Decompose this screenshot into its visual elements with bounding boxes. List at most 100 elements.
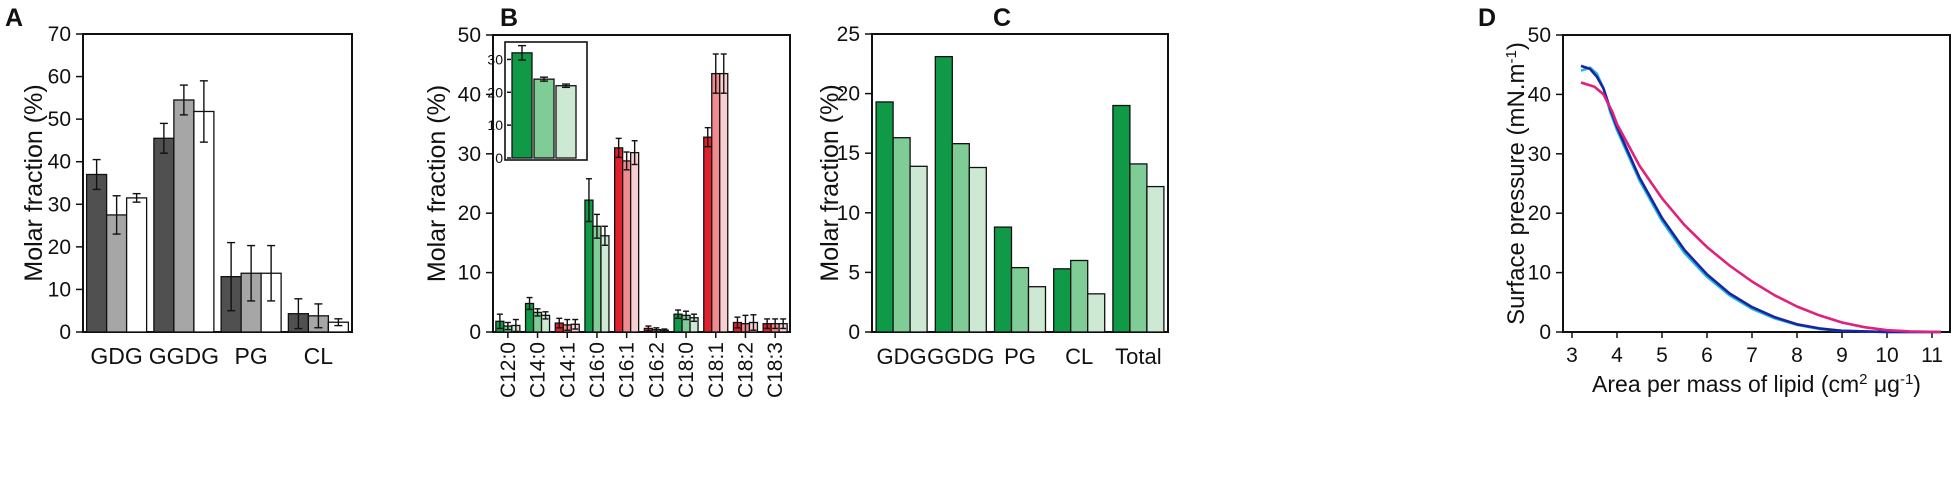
panel-d-ytick-label: 10 — [1528, 262, 1551, 285]
panel-label-c: C — [993, 4, 1011, 32]
panel-d-xtick-label: 7 — [1746, 344, 1758, 367]
panel-b-inset-ytick-label: 20 — [487, 84, 503, 100]
panel-a-bar — [125, 197, 148, 333]
panel-c-bar — [892, 137, 911, 333]
panel-b-ylabel: Molar fraction (%) — [423, 85, 451, 282]
panel-a-xtick-label: GGDG — [149, 343, 219, 369]
panel-c-bar — [993, 226, 1013, 333]
panel-a-xtick-label: CL — [304, 343, 334, 369]
panel-b-xtick-label: C18:3 — [764, 342, 787, 398]
panel-d-xtick-label: 6 — [1701, 344, 1713, 367]
panel-b-bar — [592, 225, 602, 333]
panel-c-chart: 0 5 10 15 20 25 Molar fraction (%) GDG GGDG PG CL T… — [816, 23, 1169, 369]
panel-a-bar — [193, 110, 215, 333]
panel-d-xtick-label: 4 — [1611, 344, 1623, 367]
panel-a-xtick-label: GDG — [90, 343, 142, 369]
panel-c-bar — [1146, 185, 1165, 333]
panel-d-ytick-label: 50 — [1528, 24, 1551, 47]
panel-c-bar — [1010, 266, 1030, 333]
panel-c-bar — [1129, 163, 1148, 333]
panel-d-xtick-label: 10 — [1875, 344, 1898, 367]
panel-c-xtick-label: GDG — [877, 344, 927, 369]
panel-c-bar — [1087, 293, 1106, 333]
panel-b-xtick-label: C14:0 — [527, 342, 550, 398]
panel-label-d: D — [1478, 4, 1496, 32]
panel-c-ytick-label: 5 — [848, 261, 860, 284]
panel-a-ytick-label: 70 — [48, 23, 71, 46]
panel-c-xtick-label: CL — [1065, 344, 1093, 369]
panel-c-ytick-label: 15 — [837, 142, 860, 165]
panel-d-xtick-label: 11 — [1921, 344, 1943, 367]
panel-b-xtick-label: C18:1 — [705, 342, 728, 398]
panel-d-frame — [1562, 34, 1951, 333]
panel-b-xtick-label: C14:1 — [556, 342, 579, 398]
panel-label-a: A — [5, 4, 23, 32]
panel-b-bar — [719, 72, 729, 333]
panel-b-bar — [703, 136, 713, 333]
panel-b-xtick-label: C16:0 — [586, 342, 609, 398]
panel-b-ytick-label: 50 — [458, 24, 481, 47]
panel-a-bar — [173, 99, 195, 333]
panel-c-bar — [1053, 268, 1072, 333]
panel-a-ytick-label: 10 — [48, 278, 71, 301]
panel-a-ytick-label: 50 — [48, 108, 71, 131]
panel-c-bar — [968, 166, 987, 333]
panel-c-ylabel: Molar fraction (%) — [816, 84, 844, 281]
panel-d-ytick-label: 0 — [1539, 321, 1551, 344]
panel-b-xtick-label: C16:2 — [645, 342, 668, 398]
panel-a-xtick-label: PG — [235, 343, 268, 369]
panel-b-bar — [622, 160, 632, 333]
panel-b-frame — [492, 34, 791, 333]
panel-b-inset-bar — [533, 78, 555, 159]
panel-b-inset-bar — [511, 52, 533, 159]
panel-d-ytick-label: 20 — [1528, 202, 1551, 225]
panel-d-xtick-label: 5 — [1656, 344, 1668, 367]
panel-label-b: B — [500, 4, 518, 32]
panel-b-chart: 0 10 20 30 40 50 Molar fraction (%) C12:0 C14:0 C… — [423, 24, 791, 398]
panel-b-bar — [600, 235, 610, 333]
panel-a-chart: 0 10 20 30 40 50 60 70 Molar fraction (%) GDG GGDG… — [20, 23, 353, 369]
panel-a-bar — [153, 137, 175, 333]
panel-b-ytick-label: 20 — [458, 202, 481, 225]
panel-d-xtick-label: 9 — [1836, 344, 1848, 367]
panel-d-ytick-label: 30 — [1528, 143, 1551, 166]
panel-d-xtick-label: 3 — [1566, 344, 1578, 367]
panel-c-bar — [1027, 286, 1047, 333]
panel-b-ytick-label: 0 — [469, 321, 481, 344]
panel-b-ytick-label: 10 — [458, 262, 481, 285]
panel-c-bar — [875, 101, 894, 333]
panel-b-inset-bar — [555, 85, 577, 159]
panel-a-ytick-label: 0 — [59, 321, 71, 344]
panel-c-ytick-label: 25 — [837, 23, 860, 46]
panel-a-frame — [82, 33, 353, 333]
panel-b-xtick-label: C12:0 — [497, 342, 520, 398]
panel-b-inset-ytick-label: 10 — [487, 117, 503, 133]
panel-a-ylabel: Molar fraction (%) — [20, 84, 48, 281]
panel-a-ytick-label: 40 — [48, 151, 71, 174]
panel-b-ytick-label: 30 — [458, 143, 481, 166]
panel-c-bar — [1112, 104, 1131, 333]
panel-b-inset-ytick-label: 0 — [495, 150, 503, 166]
panel-d-series-line-light-blue — [1580, 66, 1941, 334]
panel-c-xtick-label: GGDG — [927, 344, 994, 369]
panel-b-ytick-label: 40 — [458, 83, 481, 106]
panel-c-xtick-label: PG — [1004, 344, 1036, 369]
panel-b-bar — [711, 72, 721, 333]
panel-c-bar — [1070, 259, 1089, 333]
panel-d-xtick-label: 8 — [1791, 344, 1803, 367]
panel-c-bar — [934, 55, 953, 333]
panel-d-ytick-label: 40 — [1528, 83, 1551, 106]
panel-b-xtick-label: C16:1 — [616, 342, 639, 398]
panel-b-xtick-label: C18:0 — [675, 342, 698, 398]
panel-a-ytick-label: 20 — [48, 236, 71, 259]
panel-c-xtick-label: Total — [1115, 344, 1161, 369]
panel-c-bar — [951, 143, 970, 333]
panel-b-inset-ytick-label: 30 — [487, 51, 503, 67]
panel-a-ytick-label: 30 — [48, 193, 71, 216]
panel-c-bar — [909, 165, 928, 333]
panel-d-ylabel: Surface pressure (mN.m-1) — [1503, 42, 1531, 325]
panel-b-xtick-label: C18:2 — [734, 342, 757, 398]
panel-c-ytick-label: 20 — [837, 83, 860, 106]
panel-b-bar — [630, 151, 640, 333]
